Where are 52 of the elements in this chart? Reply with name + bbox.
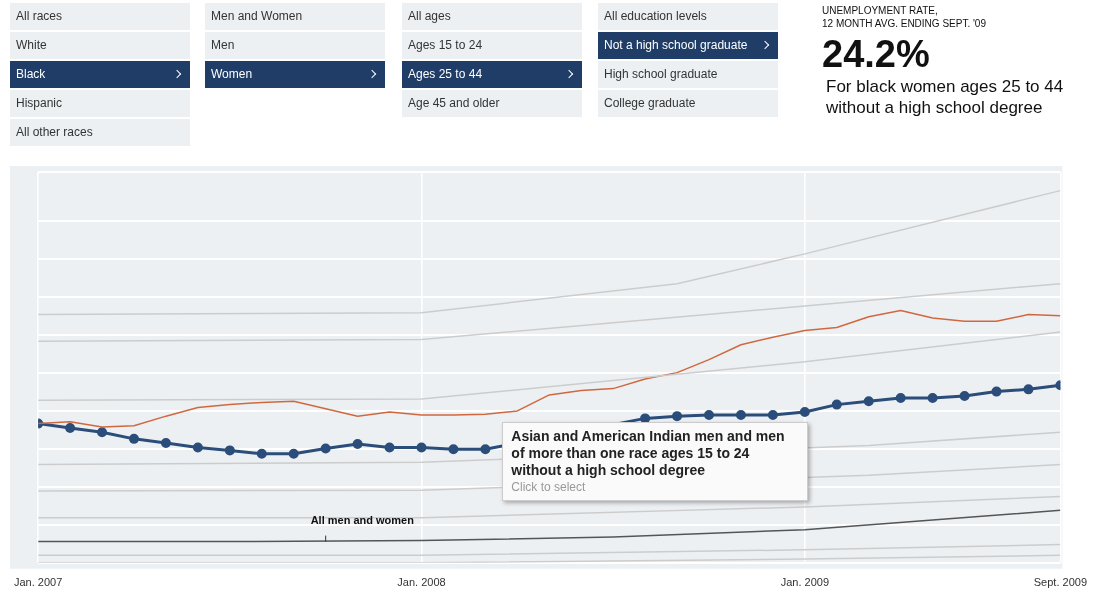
- x-tick-label: Jan. 2007: [14, 576, 63, 589]
- text: All other races: [16, 125, 93, 139]
- x-tick-label: Jan. 2008: [397, 576, 446, 589]
- x-tick-label: Jan. 2009: [780, 576, 829, 589]
- text: For black women ages 25 to 44 without a high school degree: [826, 76, 1065, 118]
- point: [991, 386, 1002, 397]
- x-tick-label: Sept. 2009: [1033, 576, 1087, 589]
- annotation: Asian and American Indian men and men of more than one race ages 15 to 24 without a high school degree: [511, 428, 786, 480]
- point: [256, 448, 267, 459]
- point: [480, 444, 491, 455]
- text: All races: [16, 9, 63, 23]
- point: [735, 410, 746, 421]
- annotation: Click to select: [511, 479, 587, 496]
- point: [704, 410, 714, 421]
- text: Not a high school graduate: [604, 38, 748, 52]
- text: Ages 25 to 44: [408, 67, 483, 81]
- point: [767, 410, 778, 421]
- point: [799, 407, 810, 418]
- text: Age 45 and older: [408, 96, 500, 110]
- point: [416, 442, 427, 453]
- text: Men and Women: [211, 9, 303, 23]
- point: [160, 437, 171, 448]
- text: Men: [211, 38, 235, 52]
- point: [224, 445, 235, 456]
- text: High school graduate: [604, 67, 718, 81]
- text: Ages 15 to 24: [408, 38, 483, 52]
- text: Hispanic: [16, 96, 63, 110]
- point: [863, 396, 874, 407]
- point: [128, 433, 139, 444]
- point: [448, 444, 459, 455]
- point: [672, 411, 683, 422]
- point: [927, 392, 938, 403]
- point: [288, 448, 299, 459]
- text: 24.2%: [822, 32, 931, 76]
- text: UNEMPLOYMENT RATE, 12 MONTH AVG. ENDING SEPT. '09: [822, 4, 987, 30]
- text: White: [16, 38, 47, 52]
- text: College graduate: [604, 96, 696, 110]
- point: [352, 439, 363, 450]
- point: [895, 392, 906, 403]
- point: [192, 442, 203, 453]
- point: [65, 423, 76, 434]
- text: Black: [16, 67, 46, 81]
- point: [1023, 384, 1034, 395]
- point: [384, 442, 395, 453]
- point: [320, 443, 331, 454]
- text: All ages: [408, 9, 451, 23]
- point: [959, 391, 970, 402]
- text: All education levels: [604, 9, 707, 23]
- point: [831, 399, 842, 410]
- text: Women: [211, 67, 253, 81]
- point: [97, 427, 108, 438]
- annotation: All men and women: [310, 513, 415, 526]
